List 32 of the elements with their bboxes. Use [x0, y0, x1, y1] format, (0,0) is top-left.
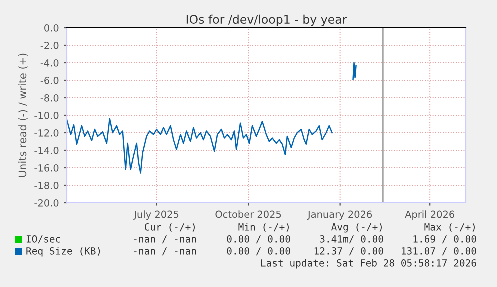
- y-tick-label: -10.0: [34, 112, 59, 120]
- y-axis-title: Units read (-) / write (+): [18, 54, 28, 178]
- y-tick-label: -14.0: [34, 146, 59, 154]
- x-tick-label: April 2026: [405, 210, 455, 220]
- y-tick-label: -18.0: [34, 182, 59, 190]
- text: 12.37 / 0.00: [314, 247, 384, 256]
- text: Min (-/+): [238, 223, 289, 232]
- text: -nan / -nan: [134, 236, 196, 244]
- x-tick-label: July 2025: [134, 210, 179, 220]
- text: Cur (-/+): [144, 223, 195, 232]
- y-tick-label: -6.0: [40, 76, 59, 84]
- x-tick-label: October 2025: [216, 210, 282, 218]
- text: Last update: Sat Feb 28 05:58:17 2026: [261, 259, 476, 269]
- y-tick-label: -2.0: [40, 42, 59, 50]
- x-tick-label: January 2026: [307, 210, 372, 220]
- y-tick-label: -12.0: [34, 129, 59, 137]
- text: 0.00 / 0.00: [227, 247, 290, 256]
- y-tick-label: -16.0: [34, 164, 59, 172]
- chart-title: IOs for /dev/loop1 - by year: [186, 14, 348, 26]
- text: 3.41m/ 0.00: [320, 235, 384, 244]
- y-tick-label: 0.0: [44, 24, 59, 32]
- y-tick-label: -8.0: [40, 94, 59, 102]
- text: Avg (-/+): [332, 223, 382, 233]
- legend-label: IO/sec: [26, 235, 60, 244]
- legend-label: Req Size (KB): [26, 247, 100, 257]
- y-tick-label: -20.0: [34, 199, 59, 207]
- text: 131.07 / 0.00: [402, 247, 476, 256]
- text: -nan / -nan: [134, 248, 196, 256]
- text: 1.69 / 0.00: [414, 235, 476, 244]
- text: 0.00 / 0.00: [227, 235, 290, 244]
- text: Max (-/+): [424, 223, 475, 232]
- y-tick-label: -4.0: [40, 59, 59, 67]
